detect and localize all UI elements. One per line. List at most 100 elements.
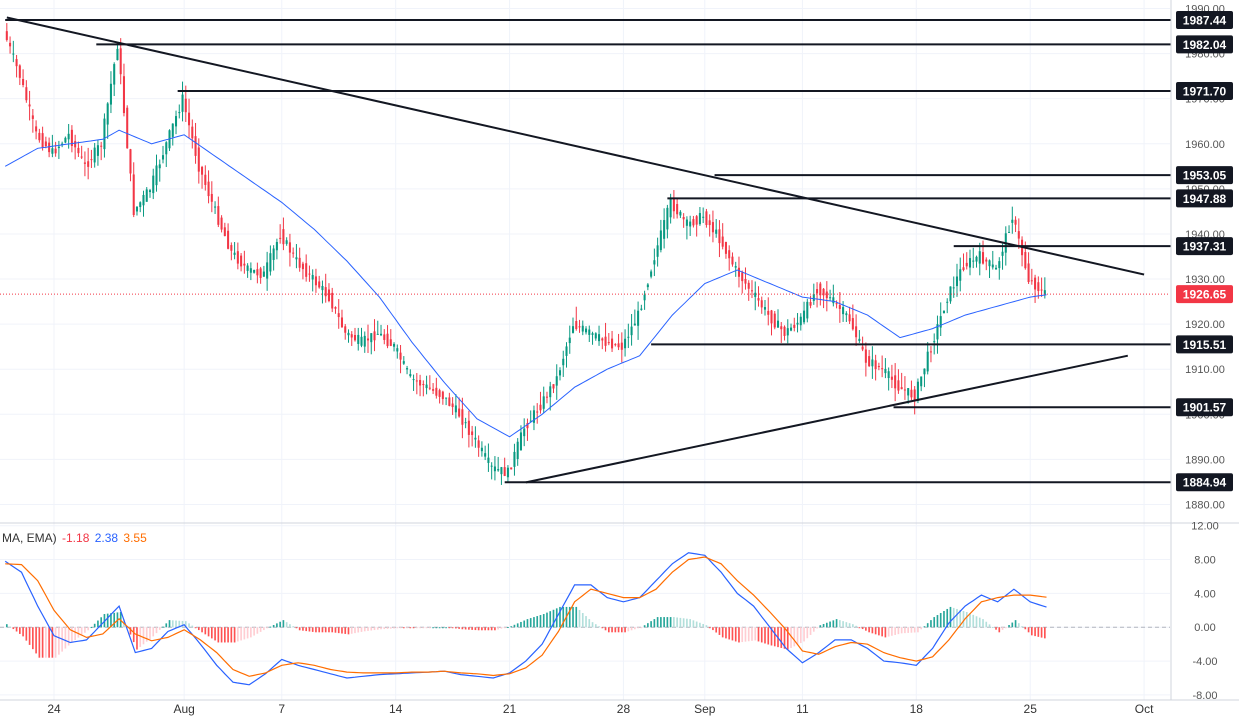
macd-histogram-bar [113,612,116,628]
candle-body [171,123,174,137]
candle-body [624,338,627,349]
candle-body [406,368,409,370]
candle-body [256,269,259,276]
macd-histogram-bar [503,627,506,629]
candle-body [656,245,659,257]
candle-body [61,143,64,145]
candle-body [90,159,93,161]
macd-histogram-bar [250,627,252,638]
candle-body [611,338,614,349]
candle-body [858,338,861,341]
candle-body [698,213,701,225]
macd-histogram-bar [204,627,207,635]
macd-histogram-bar [878,627,880,636]
macd-histogram-bar [744,627,747,642]
candle-body [227,230,230,249]
candle-body [106,103,109,125]
macd-histogram-bar [305,627,308,632]
macd-histogram-bar [448,627,451,629]
macd-histogram-bar [624,627,626,633]
macd-histogram-bar [19,627,21,634]
macd-histogram-bar [825,622,828,628]
candle-body [633,323,636,326]
level-tag-label: 1937.31 [1183,240,1227,254]
macd-histogram-bar [630,627,633,631]
candle-body [552,384,555,389]
macd-histogram-bar [175,620,177,628]
macd-histogram-bar [666,617,669,628]
candle-body [526,422,529,429]
candle-body [240,255,243,267]
candle-body [910,389,913,398]
candle-body [48,142,51,153]
candle-body [900,387,903,390]
candle-body [669,198,672,218]
macd-histogram-bar [510,626,513,628]
candle-body [5,31,8,40]
candle-body [513,451,516,467]
macd-histogram-bar [832,620,835,628]
macd-histogram-bar [350,627,353,634]
candle-body [1017,231,1020,239]
macd-histogram-bar [1008,624,1010,628]
macd-histogram-bar [536,616,539,628]
macd-histogram-bar [1021,626,1023,628]
macd-histogram-bar [145,627,148,642]
macd-histogram-bar [715,627,718,633]
macd-histogram-bar [559,606,561,628]
candle-body [380,333,383,336]
candle-body [396,348,399,352]
candle-body [724,242,727,254]
candle-body [441,391,444,400]
current-price-label: 1926.65 [1183,288,1227,302]
macd-histogram-bar [214,627,216,641]
macd-histogram-bar [328,627,330,633]
candle-body [933,341,936,343]
macd-histogram-bar [373,627,376,631]
macd-histogram-bar [770,627,773,646]
macd-histogram-bar [12,627,15,630]
candle-body [894,375,897,389]
macd-histogram-bar [295,627,298,629]
macd-histogram-bar [926,623,929,628]
macd-histogram-bar [110,613,112,628]
candle-body [731,256,734,265]
candle-body [832,297,835,304]
macd-histogram-bar [799,627,802,644]
signal-line [5,556,1047,677]
candle-body [210,193,213,202]
macd-histogram-bar [207,627,210,637]
macd-histogram-bar [650,621,652,628]
macd-histogram-bar [699,622,701,628]
macd-histogram-bar [887,627,890,637]
macd-line-value: 2.38 [94,531,119,545]
candle-body [825,291,828,299]
candle-body [493,466,496,472]
macd-histogram-bar [341,627,343,634]
candle-body [467,420,470,435]
macd-histogram-bar [298,627,301,631]
macd-histogram-bar [917,627,919,633]
macd-histogram-bar [266,627,268,629]
macd-histogram-bar [725,627,727,639]
candle-body [207,181,210,197]
macd-histogram-bar [676,617,678,628]
candle-body [734,266,737,268]
candle-body [565,346,568,356]
candle-body [54,148,57,154]
macd-histogram-bar [181,620,184,628]
macd-histogram-bar [845,622,848,628]
macd-histogram-bar [289,624,291,628]
price-tick-label: 1960.00 [1185,139,1225,151]
candle-body [763,307,767,310]
macd-histogram-bar [868,627,870,633]
date-tick-label: Oct [1135,702,1154,716]
candle-body [152,175,155,194]
macd-histogram-bar [611,627,613,633]
macd-histogram-bar [227,627,229,643]
candle-body [142,194,145,206]
candle-body [942,310,945,314]
candle-body [637,310,640,326]
candle-body [809,302,812,306]
